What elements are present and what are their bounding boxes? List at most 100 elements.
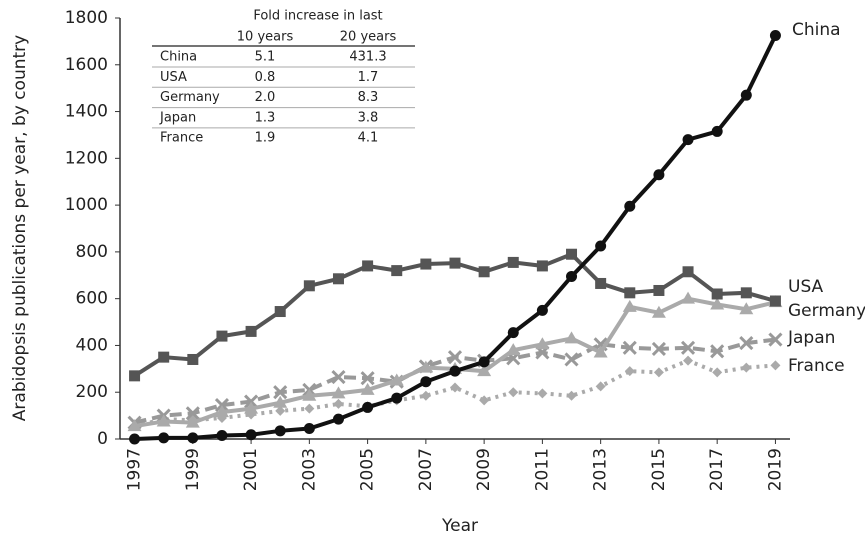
y-tick-label: 1600 bbox=[65, 55, 108, 75]
marker bbox=[332, 273, 344, 285]
y-tick-label: 600 bbox=[76, 289, 108, 309]
table-column-header: 10 years bbox=[237, 30, 294, 45]
marker bbox=[595, 277, 607, 289]
marker bbox=[507, 327, 519, 339]
marker bbox=[331, 369, 346, 385]
marker bbox=[478, 356, 490, 368]
marker bbox=[129, 370, 141, 382]
x-tick-label: 2007 bbox=[416, 448, 436, 491]
marker bbox=[158, 351, 170, 363]
marker bbox=[711, 288, 723, 300]
y-tick-label: 400 bbox=[76, 335, 108, 355]
marker bbox=[214, 398, 230, 413]
x-tick-label: 2005 bbox=[358, 448, 378, 491]
marker bbox=[362, 401, 374, 413]
series-line bbox=[134, 34, 778, 441]
x-tick-label: 2017 bbox=[707, 448, 727, 491]
table-row-label: China bbox=[160, 50, 197, 65]
marker bbox=[595, 240, 607, 252]
y-axis-label: Arabidopsis publications per year, by co… bbox=[10, 35, 30, 421]
marker bbox=[187, 432, 199, 444]
marker bbox=[508, 387, 519, 398]
marker bbox=[187, 353, 199, 365]
marker bbox=[389, 373, 404, 386]
x-tick-label: 2013 bbox=[591, 448, 611, 491]
marker bbox=[360, 371, 375, 386]
y-tick-label: 0 bbox=[97, 429, 108, 449]
x-tick-label: 2015 bbox=[649, 448, 669, 491]
table-column-header: 20 years bbox=[340, 30, 397, 45]
marker bbox=[770, 360, 781, 371]
marker bbox=[653, 169, 665, 181]
table-cell: 0.8 bbox=[255, 70, 276, 85]
marker bbox=[537, 388, 548, 399]
marker bbox=[683, 355, 694, 366]
marker bbox=[273, 385, 288, 400]
table-title: Fold increase in last bbox=[253, 9, 382, 24]
marker bbox=[740, 287, 752, 299]
table-row-label: USA bbox=[160, 70, 187, 85]
marker bbox=[622, 299, 637, 312]
x-tick-label: 2009 bbox=[474, 448, 494, 491]
marker bbox=[127, 419, 142, 432]
marker bbox=[391, 265, 403, 277]
table-cell: 1.9 bbox=[255, 131, 276, 146]
marker bbox=[651, 305, 666, 318]
marker bbox=[185, 406, 200, 421]
y-tick-label: 200 bbox=[76, 382, 108, 402]
marker bbox=[680, 340, 696, 355]
marker bbox=[507, 256, 519, 268]
marker bbox=[712, 367, 723, 378]
x-tick-label: 2019 bbox=[765, 448, 785, 491]
marker bbox=[333, 398, 344, 409]
x-tick-label: 1999 bbox=[183, 448, 203, 491]
marker bbox=[622, 340, 637, 355]
marker bbox=[450, 382, 460, 393]
marker bbox=[273, 395, 288, 408]
x-tick-label: 2003 bbox=[299, 448, 319, 491]
marker bbox=[710, 297, 725, 310]
y-tick-label: 1200 bbox=[65, 148, 108, 168]
marker bbox=[275, 405, 286, 416]
marker bbox=[304, 403, 315, 414]
table-row-label: Japan bbox=[159, 110, 196, 125]
marker bbox=[185, 415, 200, 428]
table-row-label: Germany bbox=[160, 90, 220, 105]
marker bbox=[449, 365, 461, 377]
marker bbox=[711, 125, 723, 137]
table-cell: 2.0 bbox=[255, 90, 276, 105]
table-cell: 1.7 bbox=[358, 70, 379, 85]
marker bbox=[479, 395, 490, 406]
marker bbox=[506, 343, 521, 356]
marker bbox=[564, 331, 579, 344]
marker bbox=[653, 284, 665, 296]
marker bbox=[274, 425, 286, 437]
marker bbox=[624, 200, 636, 212]
marker bbox=[245, 325, 257, 337]
marker bbox=[362, 260, 374, 272]
series-label: France bbox=[788, 356, 845, 376]
marker bbox=[418, 360, 433, 373]
marker bbox=[769, 295, 781, 307]
marker bbox=[391, 392, 403, 404]
marker bbox=[739, 336, 754, 351]
table-cell: 4.1 bbox=[358, 131, 379, 146]
marker bbox=[303, 422, 315, 434]
marker bbox=[624, 366, 635, 377]
marker bbox=[682, 266, 694, 278]
marker bbox=[768, 332, 783, 347]
marker bbox=[449, 257, 461, 269]
marker bbox=[739, 302, 754, 315]
marker bbox=[653, 367, 664, 378]
x-tick-label: 2001 bbox=[241, 448, 261, 491]
series-label: USA bbox=[788, 277, 824, 297]
marker bbox=[682, 134, 694, 146]
marker bbox=[593, 345, 608, 358]
y-tick-label: 1000 bbox=[65, 195, 108, 215]
table-cell: 1.3 bbox=[255, 110, 276, 125]
table-cell: 3.8 bbox=[358, 110, 379, 125]
marker bbox=[214, 405, 229, 418]
marker bbox=[244, 394, 259, 409]
marker bbox=[566, 248, 578, 260]
